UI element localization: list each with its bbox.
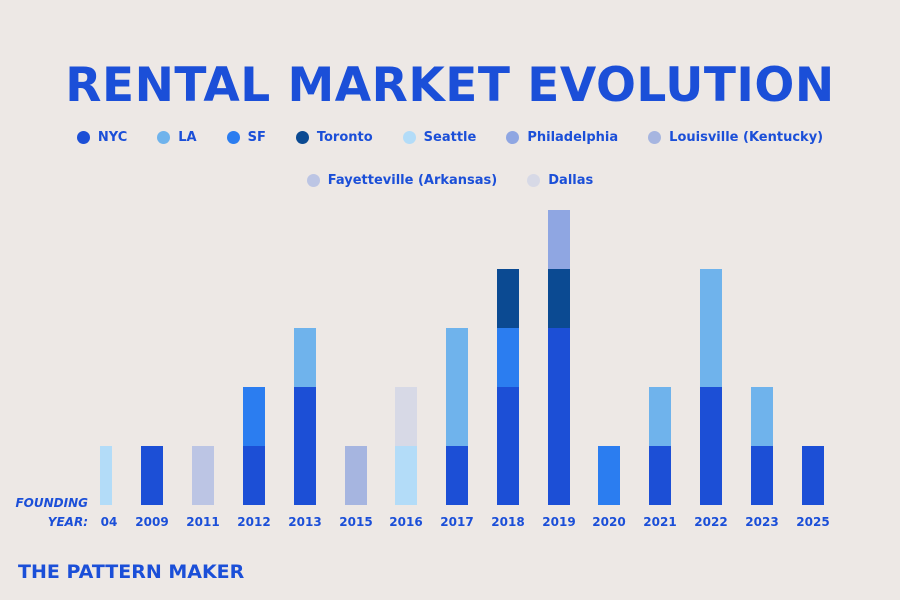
bar-segment	[802, 446, 824, 505]
bar-segment	[649, 387, 671, 446]
legend-swatch	[306, 174, 320, 187]
x-tick-label: 2021	[643, 515, 676, 529]
bar-segment	[497, 269, 519, 328]
bar-segment	[751, 387, 773, 446]
legend-swatch	[527, 174, 541, 187]
legend-item: Dallas	[527, 173, 593, 188]
legend-label: NYC	[97, 130, 128, 145]
x-tick-label: 2009	[135, 515, 168, 529]
x-tick-label: 2017	[440, 515, 473, 529]
legend-row-1: NYC LA SF Toronto Seattle Philadelphia Louisvi…	[0, 130, 900, 145]
x-tick-label: 2012	[237, 515, 270, 529]
legend-item: LA	[157, 130, 197, 145]
legend-label: Louisville (Kentucky)	[669, 130, 824, 145]
legend-label: Seattle	[423, 130, 477, 145]
bar-segment	[598, 446, 620, 505]
bar-segment	[395, 387, 417, 446]
bar-segment	[497, 328, 519, 387]
bar-segment	[446, 446, 468, 505]
bar-segment	[243, 387, 265, 446]
legend-label: Toronto	[316, 130, 373, 145]
x-axis-label: FOUNDING YEAR:	[0, 494, 88, 532]
chart-title: RENTAL MARKET EVOLUTION	[65, 58, 835, 113]
legend-swatch	[157, 131, 171, 144]
x-tick-label: 2011	[186, 515, 219, 529]
legend-item: Seattle	[402, 130, 477, 145]
legend-swatch	[76, 131, 90, 144]
bar-segment	[100, 446, 112, 505]
legend-item: Louisville (Kentucky)	[648, 130, 823, 145]
bar-segment	[446, 328, 468, 446]
legend-item: Fayetteville (Arkansas)	[306, 173, 498, 188]
legend-swatch	[295, 131, 309, 144]
legend-label: Dallas	[548, 173, 594, 188]
legend-item: Toronto	[295, 130, 373, 145]
bar-segment	[294, 387, 316, 505]
bar-segment	[751, 446, 773, 505]
bar-segment	[700, 387, 722, 505]
bar-segment	[141, 446, 163, 505]
legend-item: NYC	[76, 130, 128, 145]
bar-segment	[395, 446, 417, 505]
x-tick-label: 2013	[288, 515, 321, 529]
legend-swatch	[226, 131, 240, 144]
bar-segment	[192, 446, 214, 505]
legend-swatch	[648, 131, 662, 144]
x-tick-label: 2023	[745, 515, 778, 529]
bar-segment	[497, 387, 519, 505]
x-axis-label-line-2: YEAR:	[47, 515, 88, 529]
bar-segment	[548, 269, 570, 328]
legend-label: LA	[178, 130, 197, 145]
x-axis-label-line-1: FOUNDING	[15, 496, 88, 510]
bar-segment	[548, 210, 570, 269]
bar-segment	[649, 446, 671, 505]
bar-segment	[345, 446, 367, 505]
brand-footer: THE PATTERN MAKER	[18, 561, 245, 583]
legend-item: Philadelphia	[506, 130, 618, 145]
x-tick-label: 04	[101, 515, 118, 529]
x-tick-label: 2025	[796, 515, 829, 529]
legend-label: Philadelphia	[527, 130, 619, 145]
legend-swatch	[402, 131, 416, 144]
bar-segment	[700, 269, 722, 387]
x-tick-label: 2019	[542, 515, 575, 529]
bar-segment	[548, 328, 570, 505]
x-tick-label: 2022	[694, 515, 727, 529]
legend-label: Fayetteville (Arkansas)	[327, 173, 498, 188]
legend-swatch	[506, 131, 520, 144]
x-tick-label: 2020	[592, 515, 625, 529]
bar-segment	[243, 446, 265, 505]
x-tick-label: 2015	[339, 515, 372, 529]
legend-item: SF	[226, 130, 266, 145]
bar-segment	[294, 328, 316, 387]
x-tick-label: 2016	[389, 515, 422, 529]
legend-row-2: Fayetteville (Arkansas) Dallas	[0, 173, 900, 188]
legend-label: SF	[247, 130, 266, 145]
x-tick-label: 2018	[491, 515, 524, 529]
